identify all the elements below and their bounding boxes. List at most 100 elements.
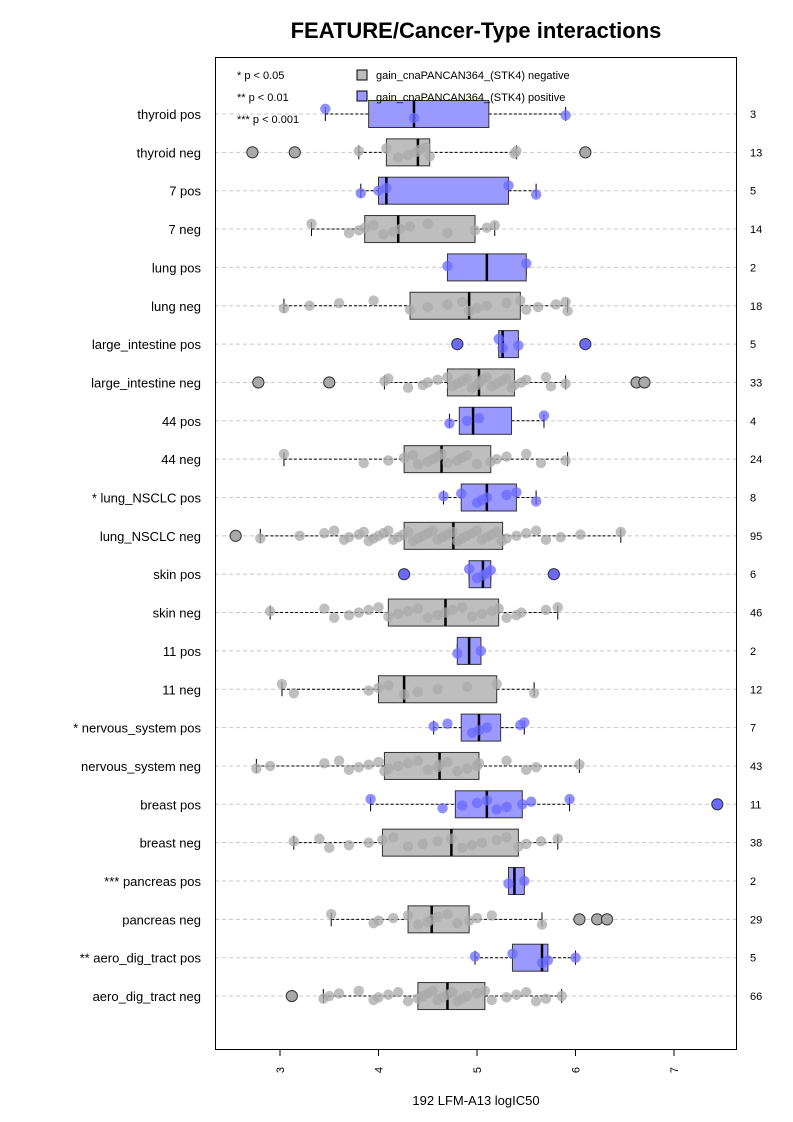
data-point [328, 525, 340, 536]
data-point [353, 607, 364, 618]
data-point [388, 832, 399, 843]
data-point [363, 604, 374, 616]
data-point [373, 602, 384, 613]
data-point [278, 303, 290, 314]
data-point [457, 602, 468, 613]
data-point [556, 990, 567, 1002]
row-label: aero_dig_tract neg [93, 989, 201, 1004]
data-point [473, 725, 485, 736]
row-count: 13 [750, 147, 762, 159]
data-point [486, 910, 497, 921]
data-point [562, 305, 573, 317]
data-point [501, 612, 512, 623]
data-point [615, 526, 627, 538]
data-point [511, 145, 522, 157]
data-point [442, 299, 453, 310]
data-point [503, 878, 514, 889]
data-point [343, 840, 355, 851]
data-point [528, 687, 540, 699]
data-point [363, 685, 374, 696]
data-point [473, 413, 485, 424]
data-point [383, 680, 394, 691]
data-point [519, 717, 530, 728]
data-point [521, 838, 532, 850]
row-label: ** aero_dig_tract pos [80, 951, 202, 966]
row-label: lung pos [152, 260, 202, 275]
data-point [532, 301, 544, 313]
data-point [513, 841, 524, 852]
data-point [306, 218, 317, 230]
data-point [515, 295, 526, 306]
data-point [507, 948, 518, 959]
data-point [402, 382, 414, 393]
sig-legend-2: ** p < 0.01 [237, 92, 289, 104]
data-point [476, 837, 488, 848]
data-point [457, 296, 468, 308]
row-count: 12 [750, 684, 762, 696]
data-point [501, 297, 512, 309]
data-point [456, 488, 467, 499]
legend-label-negative: gain_cnaPANCAN364_(STK4) negative [376, 70, 570, 82]
data-point [373, 915, 384, 926]
data-point [383, 373, 394, 384]
data-point [432, 609, 443, 621]
data-point [574, 759, 585, 770]
data-point [393, 608, 404, 620]
data-point [412, 919, 424, 930]
data-point [407, 450, 419, 461]
data-point [555, 531, 566, 543]
data-point [452, 765, 463, 777]
data-point [422, 764, 433, 776]
data-point [491, 678, 502, 690]
data-point [461, 990, 473, 1002]
data-point [278, 448, 290, 460]
data-point [442, 372, 453, 383]
data-point [355, 188, 366, 199]
data-point [381, 182, 392, 194]
data-point [398, 452, 410, 464]
data-point [251, 763, 262, 774]
data-point [473, 758, 485, 769]
row-label: 44 neg [161, 452, 201, 467]
data-point [363, 837, 374, 848]
data-point [422, 377, 433, 388]
row-label: large_intestine pos [92, 337, 202, 352]
data-point [489, 219, 500, 231]
outlier-point [398, 568, 411, 581]
row-count: 2 [750, 262, 756, 274]
iqr-box [368, 100, 490, 128]
data-point [501, 832, 512, 843]
row-count: 2 [750, 876, 756, 888]
row-count: 7 [750, 723, 756, 735]
data-point [466, 840, 478, 851]
data-point [422, 612, 433, 623]
data-point [373, 992, 384, 1003]
row-count: 4 [750, 416, 756, 428]
data-point [457, 800, 468, 811]
outlier-point [573, 913, 586, 926]
data-point [444, 418, 455, 429]
data-point [434, 759, 445, 770]
outlier-point [246, 146, 259, 159]
data-point [326, 908, 337, 920]
data-point [438, 491, 449, 502]
data-point [412, 686, 424, 698]
data-point [545, 381, 557, 392]
outlier-point [288, 146, 301, 159]
data-point [373, 185, 384, 196]
data-point [422, 301, 433, 313]
data-point [501, 533, 512, 544]
row-count: 43 [750, 761, 762, 773]
data-point [521, 448, 532, 460]
data-point [471, 988, 483, 999]
data-point [481, 372, 493, 383]
data-point [461, 681, 473, 692]
data-point [276, 678, 288, 690]
data-point [481, 300, 493, 311]
data-point [525, 796, 537, 807]
box-4 [446, 253, 527, 282]
data-point [501, 489, 512, 501]
data-point [461, 373, 473, 384]
data-point [436, 448, 447, 460]
row-label: 11 neg [162, 682, 201, 697]
